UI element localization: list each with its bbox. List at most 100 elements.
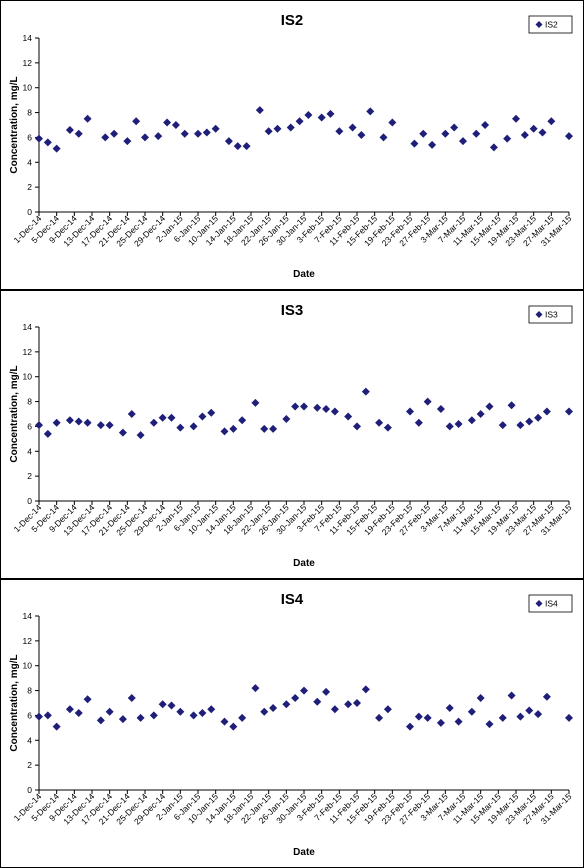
legend: IS3 bbox=[528, 305, 573, 324]
data-point bbox=[503, 134, 512, 143]
data-point bbox=[357, 130, 366, 139]
data-point bbox=[189, 711, 198, 720]
y-axis-title: Concentration, mg/L bbox=[9, 654, 20, 751]
series-is2 bbox=[35, 106, 573, 153]
data-point bbox=[220, 427, 229, 436]
data-point bbox=[118, 715, 127, 724]
data-point bbox=[83, 114, 92, 123]
data-point bbox=[176, 707, 185, 716]
data-point bbox=[481, 121, 490, 129]
data-point bbox=[52, 144, 61, 153]
data-point bbox=[43, 711, 52, 720]
data-point bbox=[406, 722, 414, 731]
chart-panel-is2: IS2 0 2 4 6 8 10 12 14 1-Dec-14 5-Dec-14 9-Dec-14 13… bbox=[0, 0, 584, 290]
data-point bbox=[322, 687, 331, 696]
y-tick-label: 4 bbox=[27, 735, 32, 745]
data-point bbox=[198, 708, 207, 717]
data-point bbox=[344, 412, 353, 421]
data-point bbox=[154, 132, 163, 141]
data-point bbox=[445, 703, 454, 712]
data-point bbox=[74, 417, 83, 426]
data-point bbox=[410, 139, 419, 148]
legend-marker bbox=[535, 21, 543, 28]
data-point bbox=[467, 416, 476, 425]
data-point bbox=[118, 428, 127, 437]
chart-title: IS3 bbox=[281, 302, 304, 319]
data-point bbox=[251, 398, 260, 407]
data-point bbox=[149, 418, 158, 427]
data-point bbox=[211, 124, 220, 133]
data-point bbox=[52, 418, 61, 427]
data-point bbox=[158, 700, 167, 709]
data-point bbox=[534, 413, 543, 422]
x-axis-title: Date bbox=[293, 269, 315, 280]
data-point bbox=[176, 423, 185, 432]
data-point bbox=[127, 694, 136, 703]
data-point bbox=[366, 107, 375, 116]
data-point bbox=[242, 142, 251, 151]
y-tick-label: 8 bbox=[27, 397, 32, 407]
data-point bbox=[467, 707, 476, 716]
data-point bbox=[476, 410, 485, 418]
data-point bbox=[304, 111, 313, 120]
data-point bbox=[110, 129, 119, 138]
data-point bbox=[101, 133, 110, 142]
data-point bbox=[388, 118, 397, 127]
data-point bbox=[335, 127, 344, 136]
data-point bbox=[127, 410, 136, 418]
legend-label: IS3 bbox=[545, 310, 558, 320]
legend-marker bbox=[535, 600, 543, 607]
chart-panel-is3: IS3 0 2 4 6 8 10 12 14 1-Dec-14 5-Dec-14 9-Dec-14 13… bbox=[0, 290, 584, 579]
data-point bbox=[476, 694, 485, 703]
data-point bbox=[167, 701, 176, 710]
data-point bbox=[428, 140, 437, 149]
data-point bbox=[238, 416, 247, 425]
y-tick-label: 14 bbox=[23, 611, 33, 621]
y-tick-label: 6 bbox=[27, 132, 32, 142]
data-point bbox=[565, 713, 573, 722]
y-tick-label: 8 bbox=[27, 108, 32, 118]
data-point bbox=[322, 405, 331, 414]
y-tick-label: 14 bbox=[23, 322, 33, 332]
data-point bbox=[136, 713, 145, 722]
data-point bbox=[105, 707, 114, 716]
data-point bbox=[74, 129, 83, 138]
chart-panel-is4: IS4 0 2 4 6 8 10 12 14 1-Dec-14 5-Dec-14 9-Dec-14 13… bbox=[0, 579, 584, 868]
data-point bbox=[96, 421, 105, 430]
data-point bbox=[233, 142, 242, 151]
y-tick-label: 2 bbox=[27, 182, 32, 192]
data-point bbox=[141, 133, 149, 142]
data-point bbox=[202, 128, 211, 137]
data-point bbox=[512, 114, 520, 123]
data-point bbox=[300, 686, 308, 695]
data-point bbox=[224, 137, 233, 146]
y-tick-label: 2 bbox=[27, 471, 32, 481]
data-point bbox=[414, 418, 423, 427]
data-point bbox=[330, 407, 339, 416]
data-point bbox=[251, 684, 260, 693]
data-point bbox=[525, 706, 534, 715]
data-point bbox=[423, 397, 432, 406]
data-point bbox=[436, 405, 445, 414]
data-point bbox=[189, 422, 198, 431]
data-point bbox=[229, 424, 238, 433]
chart-svg-is4: IS4024681012141-Dec-145-Dec-149-Dec-1413… bbox=[9, 591, 574, 858]
data-point bbox=[163, 118, 172, 127]
data-point bbox=[441, 129, 450, 138]
data-point bbox=[361, 387, 370, 396]
data-point bbox=[43, 429, 52, 438]
y-tick-label: 2 bbox=[27, 760, 32, 770]
legend: IS4 bbox=[528, 594, 573, 613]
data-point bbox=[507, 401, 516, 410]
data-point bbox=[529, 124, 538, 133]
data-point bbox=[419, 129, 428, 138]
y-tick-label: 4 bbox=[27, 157, 32, 167]
data-point bbox=[260, 424, 269, 433]
data-point bbox=[344, 700, 353, 709]
data-point bbox=[406, 407, 414, 416]
data-point bbox=[207, 705, 216, 714]
y-axis-title: Concentration, mg/L bbox=[9, 365, 20, 462]
data-point bbox=[207, 408, 216, 417]
data-point bbox=[472, 129, 481, 138]
legend-box bbox=[528, 305, 573, 324]
